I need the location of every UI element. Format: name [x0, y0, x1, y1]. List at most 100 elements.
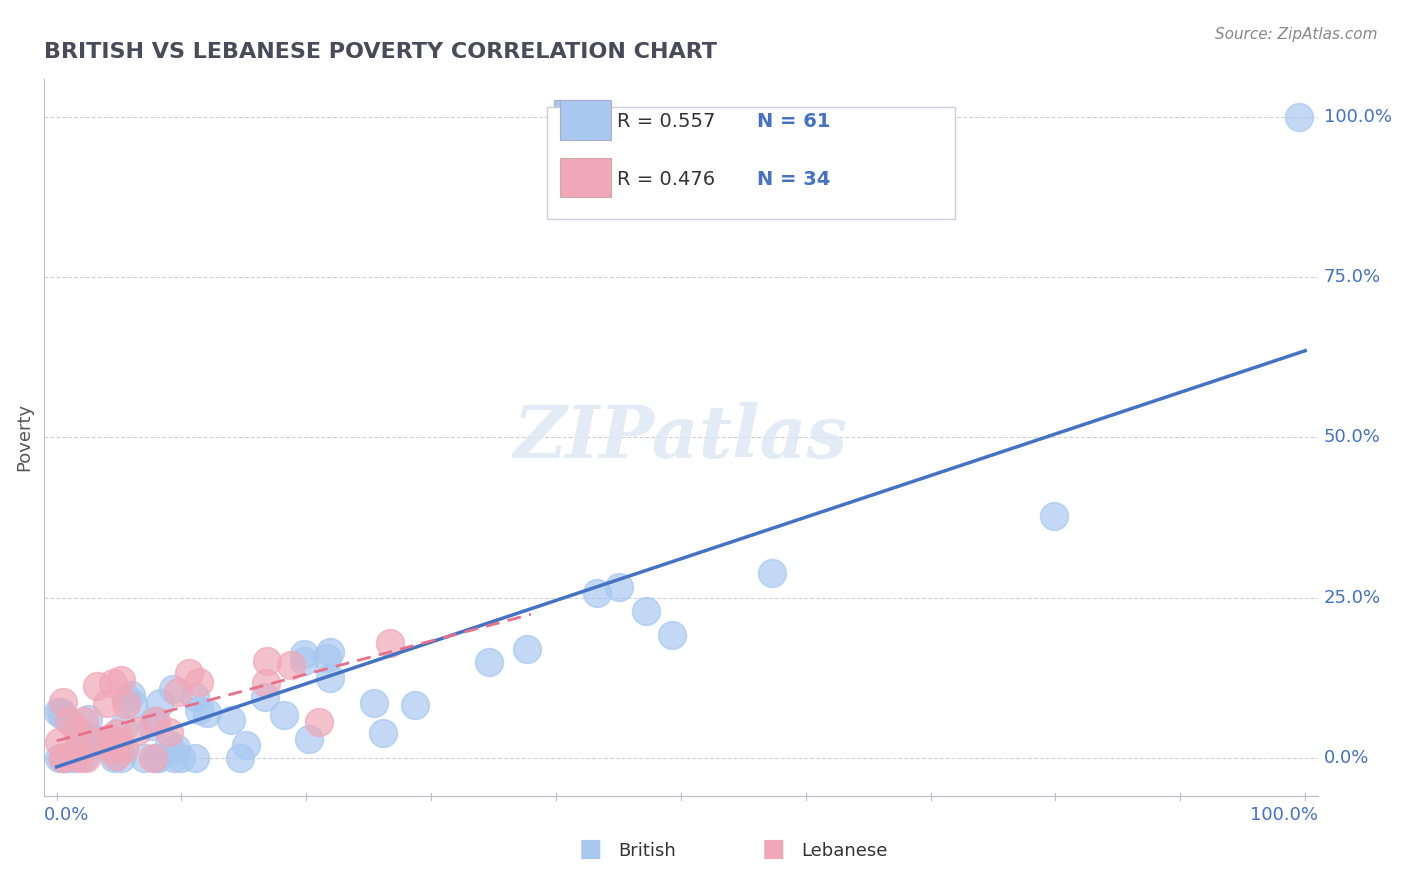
- Point: [87, 735, 110, 749]
- Point: [363, 696, 385, 710]
- Text: 50.0%: 50.0%: [1324, 428, 1381, 446]
- Point: [516, 641, 538, 656]
- Point: [170, 751, 193, 765]
- Point: [316, 651, 339, 665]
- Text: 100.0%: 100.0%: [1324, 108, 1392, 126]
- Text: Lebanese: Lebanese: [801, 842, 887, 860]
- Point: [184, 690, 207, 705]
- Text: ■: ■: [762, 838, 785, 862]
- Point: [157, 737, 180, 751]
- Point: [52, 709, 75, 723]
- Point: [143, 714, 166, 728]
- FancyBboxPatch shape: [554, 158, 605, 201]
- Text: British: British: [619, 842, 676, 860]
- Text: N = 61: N = 61: [758, 112, 831, 131]
- Point: [163, 751, 186, 765]
- Point: [478, 655, 501, 669]
- Point: [125, 724, 148, 739]
- Point: [115, 697, 138, 711]
- Text: R = 0.557: R = 0.557: [617, 112, 716, 131]
- Text: R = 0.476: R = 0.476: [617, 169, 716, 188]
- Text: 75.0%: 75.0%: [1324, 268, 1381, 286]
- Point: [134, 751, 156, 765]
- Point: [51, 751, 73, 765]
- Text: Source: ZipAtlas.com: Source: ZipAtlas.com: [1215, 27, 1378, 42]
- Point: [292, 654, 315, 668]
- Point: [235, 738, 257, 752]
- Point: [73, 714, 96, 728]
- Point: [48, 735, 70, 749]
- Point: [86, 679, 108, 693]
- Point: [149, 696, 172, 710]
- Text: ■: ■: [579, 838, 602, 862]
- Point: [165, 741, 187, 756]
- Point: [404, 698, 426, 712]
- Point: [661, 628, 683, 642]
- Point: [62, 751, 84, 765]
- Point: [105, 734, 128, 748]
- Point: [586, 586, 609, 600]
- Point: [319, 671, 342, 685]
- Point: [120, 688, 142, 702]
- Point: [82, 732, 104, 747]
- Point: [280, 658, 302, 673]
- Point: [115, 691, 138, 706]
- Point: [145, 714, 167, 728]
- Point: [254, 690, 277, 705]
- Point: [195, 706, 218, 721]
- Point: [256, 654, 278, 668]
- Text: 0.0%: 0.0%: [1324, 748, 1369, 767]
- Point: [167, 685, 190, 699]
- Point: [157, 725, 180, 739]
- Point: [761, 566, 783, 581]
- Point: [103, 676, 125, 690]
- Point: [104, 748, 127, 763]
- FancyBboxPatch shape: [547, 107, 955, 219]
- Point: [254, 676, 277, 690]
- Point: [308, 715, 330, 730]
- Point: [56, 751, 79, 765]
- Point: [110, 673, 132, 687]
- Point: [298, 732, 321, 747]
- Point: [162, 681, 184, 696]
- Point: [58, 714, 80, 729]
- Point: [73, 734, 96, 748]
- Text: 0.0%: 0.0%: [44, 805, 90, 824]
- Point: [75, 751, 97, 765]
- Point: [229, 751, 252, 765]
- Point: [122, 697, 145, 711]
- Point: [98, 731, 121, 745]
- Point: [51, 695, 73, 709]
- Point: [177, 666, 200, 681]
- Point: [112, 742, 135, 756]
- Point: [66, 723, 89, 737]
- Text: ZIPatlas: ZIPatlas: [513, 402, 848, 473]
- FancyBboxPatch shape: [554, 100, 605, 144]
- Point: [49, 705, 72, 719]
- Point: [96, 696, 118, 710]
- Point: [46, 705, 69, 719]
- Point: [1043, 509, 1066, 524]
- Point: [183, 751, 205, 765]
- Point: [607, 580, 630, 594]
- Point: [52, 751, 75, 765]
- Point: [91, 739, 114, 753]
- Text: BRITISH VS LEBANESE POVERTY CORRELATION CHART: BRITISH VS LEBANESE POVERTY CORRELATION …: [44, 42, 717, 62]
- Point: [273, 708, 295, 723]
- Point: [108, 742, 131, 756]
- Point: [77, 713, 100, 727]
- Point: [105, 725, 128, 739]
- Point: [319, 645, 342, 659]
- Point: [142, 751, 165, 765]
- Point: [52, 749, 75, 764]
- Point: [378, 636, 401, 650]
- Text: 25.0%: 25.0%: [1324, 589, 1381, 607]
- Point: [141, 719, 163, 733]
- Point: [371, 726, 394, 740]
- Point: [73, 750, 96, 764]
- Point: [79, 729, 101, 743]
- Point: [187, 675, 209, 690]
- Point: [146, 751, 169, 765]
- Point: [219, 713, 242, 727]
- Point: [112, 720, 135, 734]
